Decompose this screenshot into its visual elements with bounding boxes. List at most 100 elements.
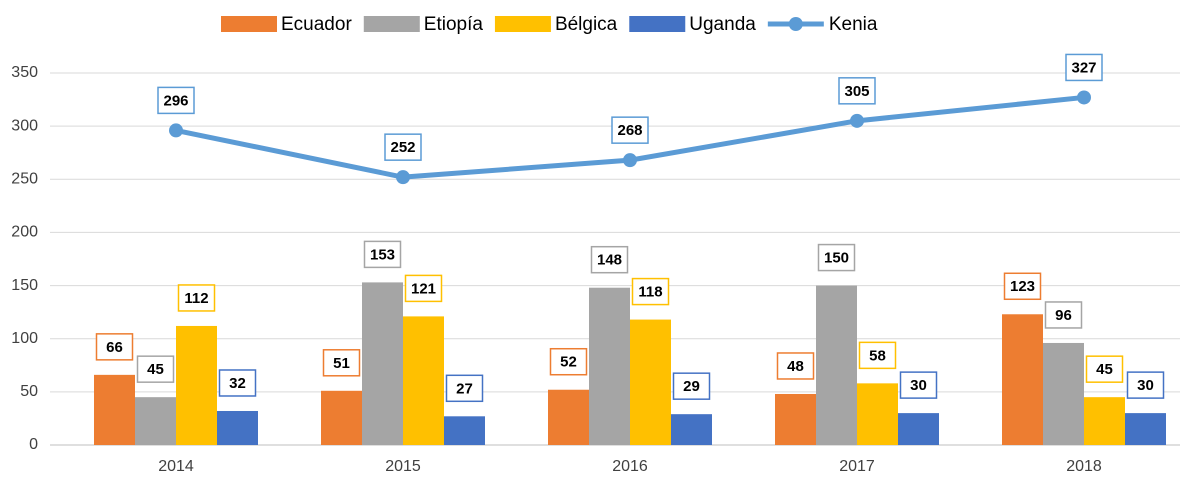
legend-label: Uganda [689, 14, 756, 35]
data-label-box [838, 77, 876, 105]
data-label-box [611, 116, 649, 144]
data-label: 45 [147, 361, 164, 378]
data-label-box [157, 86, 195, 115]
data-label-box [858, 341, 897, 370]
legend-label: Bélgica [555, 14, 618, 35]
data-label: 30 [910, 377, 927, 394]
bar [775, 393, 816, 445]
data-label-box [1003, 272, 1042, 301]
data-label: 45 [1096, 361, 1113, 378]
line-marker [169, 123, 183, 138]
bar [589, 287, 630, 445]
y-tick-label: 250 [11, 171, 38, 188]
y-tick-label: 200 [11, 224, 38, 241]
y-tick-label: 100 [11, 330, 38, 347]
line-marker [850, 113, 864, 128]
data-label-box [1085, 355, 1124, 383]
data-label: 296 [163, 92, 188, 109]
bar [1125, 413, 1166, 445]
data-label: 150 [824, 250, 849, 267]
bar [176, 325, 217, 445]
data-label-box [322, 349, 361, 377]
y-tick-label: 300 [11, 117, 38, 134]
data-label-box [1044, 301, 1083, 329]
bar [857, 383, 898, 445]
data-label-box [672, 372, 711, 400]
x-tick-label: 2017 [839, 458, 875, 475]
legend-label: Ecuador [281, 14, 352, 35]
legend-swatch [788, 17, 803, 31]
data-label: 32 [229, 375, 246, 392]
data-label: 51 [333, 355, 350, 372]
data-label: 52 [560, 354, 577, 371]
data-label: 112 [184, 290, 208, 307]
y-tick-label: 350 [11, 64, 38, 81]
data-label-box [1065, 53, 1103, 82]
data-label-box [218, 369, 257, 397]
legend-label: Kenia [829, 14, 878, 35]
bar [444, 416, 485, 445]
bar [1002, 314, 1043, 445]
bar [548, 389, 589, 445]
data-label: 252 [390, 139, 415, 156]
data-label-box [776, 352, 815, 380]
data-label-box [1126, 371, 1165, 399]
bar [1084, 397, 1125, 445]
data-label-box [899, 371, 938, 399]
x-tick-label: 2014 [158, 458, 194, 475]
data-label: 327 [1071, 59, 1096, 76]
bar [1043, 342, 1084, 445]
bar [630, 319, 671, 445]
x-tick-label: 2018 [1066, 458, 1102, 475]
x-tick-label: 2016 [612, 458, 648, 475]
y-tick-label: 0 [29, 436, 38, 453]
data-label-box [136, 355, 175, 383]
data-label-box [95, 333, 134, 361]
data-label: 96 [1055, 307, 1072, 324]
data-label: 305 [844, 83, 869, 100]
data-label: 58 [869, 347, 886, 364]
line-marker [1077, 90, 1091, 105]
legend-swatch [221, 16, 277, 32]
data-label: 27 [456, 380, 473, 397]
x-tick-label: 2015 [385, 458, 421, 475]
bar [362, 282, 403, 445]
legend-swatch [494, 16, 551, 32]
data-label-box [631, 277, 670, 306]
data-label: 121 [411, 280, 436, 297]
data-label-box [590, 245, 629, 274]
data-label: 153 [370, 246, 395, 263]
data-label: 268 [617, 122, 642, 139]
bar [135, 397, 176, 445]
legend-swatch [363, 16, 420, 32]
data-label: 118 [638, 284, 662, 301]
data-label: 123 [1010, 278, 1035, 295]
bar [403, 316, 444, 445]
data-label-box [177, 284, 216, 312]
data-label-box [404, 274, 443, 303]
bar [217, 410, 258, 445]
line-marker [396, 170, 410, 185]
data-label: 148 [597, 252, 622, 269]
data-label-box [817, 243, 856, 272]
bar [671, 414, 712, 445]
bar [898, 413, 939, 445]
y-tick-label: 50 [20, 383, 38, 400]
data-label: 66 [106, 339, 123, 356]
bar [816, 285, 857, 445]
legend-swatch [629, 16, 686, 32]
bar [321, 390, 362, 445]
y-tick-label: 150 [11, 277, 38, 294]
bar [94, 374, 135, 445]
data-label-box [445, 374, 484, 403]
data-label-box [363, 240, 402, 269]
data-label-box [549, 347, 588, 376]
data-label-box [384, 133, 422, 161]
data-label: 48 [787, 358, 804, 375]
data-label: 30 [1137, 377, 1154, 394]
legend-label: Etiopía [424, 14, 484, 35]
data-label: 29 [683, 378, 700, 395]
line-marker [623, 153, 637, 168]
